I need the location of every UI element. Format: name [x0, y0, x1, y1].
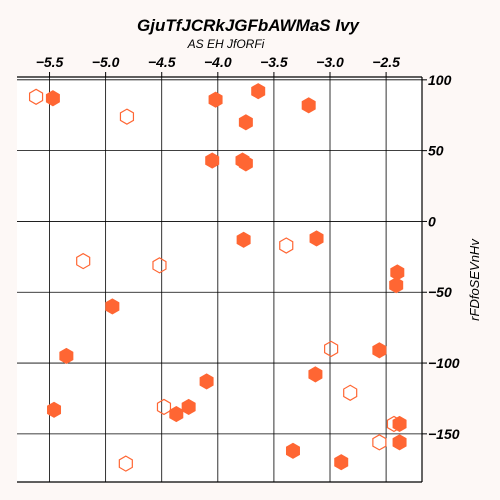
- chart-title: GjuTfJCRkJGFbAWMaS Ivy: [137, 16, 361, 35]
- plot-area: [17, 77, 422, 482]
- y-tick-label: −50: [428, 284, 452, 300]
- x-tick-label: −3.5: [260, 54, 288, 70]
- filled-point: [301, 97, 316, 114]
- filled-point: [45, 90, 60, 107]
- y-tick-label: −100: [428, 355, 460, 371]
- filled-point: [308, 366, 323, 383]
- filled-point: [208, 91, 223, 108]
- y-axis-ticks: 100 50 0 −50 −100 −150: [422, 72, 460, 442]
- hollow-point: [343, 384, 358, 401]
- x-tick-label: −2.5: [372, 54, 400, 70]
- filled-point: [59, 347, 74, 365]
- filled-point: [47, 401, 62, 418]
- data-points: [28, 83, 407, 472]
- filled-point: [169, 405, 184, 423]
- y-tick-label: 0: [428, 213, 436, 229]
- hollow-point: [152, 257, 167, 274]
- filled-point: [389, 277, 404, 294]
- y-axis-label: rFDfoSEVnHv: [467, 238, 482, 321]
- filled-point: [285, 442, 300, 459]
- hollow-point: [279, 237, 294, 254]
- x-tick-label: −4.5: [148, 54, 176, 70]
- filled-point: [251, 83, 266, 100]
- filled-point: [181, 398, 196, 416]
- y-tick-label: −150: [428, 426, 460, 442]
- hollow-point: [372, 434, 387, 451]
- x-tick-label: −3.0: [316, 54, 344, 70]
- y-tick-label: 100: [428, 72, 452, 88]
- x-tick-label: −5.5: [36, 54, 64, 70]
- x-tick-label: −4.0: [204, 54, 232, 70]
- filled-point: [205, 152, 220, 169]
- filled-point: [238, 114, 253, 131]
- filled-point: [334, 454, 349, 471]
- filled-point: [392, 434, 407, 451]
- hollow-point: [386, 415, 402, 433]
- filled-point: [372, 342, 387, 359]
- y-tick-label: 50: [428, 143, 444, 159]
- filled-point: [236, 231, 251, 248]
- hollow-point: [28, 88, 44, 106]
- chart-subtitle: AS EH JfORFi: [187, 37, 265, 51]
- filled-point: [238, 155, 253, 172]
- hollow-point: [118, 455, 133, 472]
- filled-point: [390, 264, 405, 281]
- filled-point: [105, 298, 120, 315]
- hollow-point: [324, 340, 339, 358]
- hollow-point: [156, 398, 172, 416]
- hollow-point: [119, 108, 135, 125]
- x-tick-label: −5.0: [92, 54, 120, 70]
- filled-point: [199, 373, 214, 390]
- hollow-point: [76, 252, 91, 270]
- grid: [17, 77, 422, 482]
- x-axis-ticks: −5.5 −5.0 −4.5 −4.0 −3.5 −3.0 −2.5: [36, 54, 400, 77]
- filled-point: [392, 415, 407, 433]
- filled-point: [309, 230, 324, 247]
